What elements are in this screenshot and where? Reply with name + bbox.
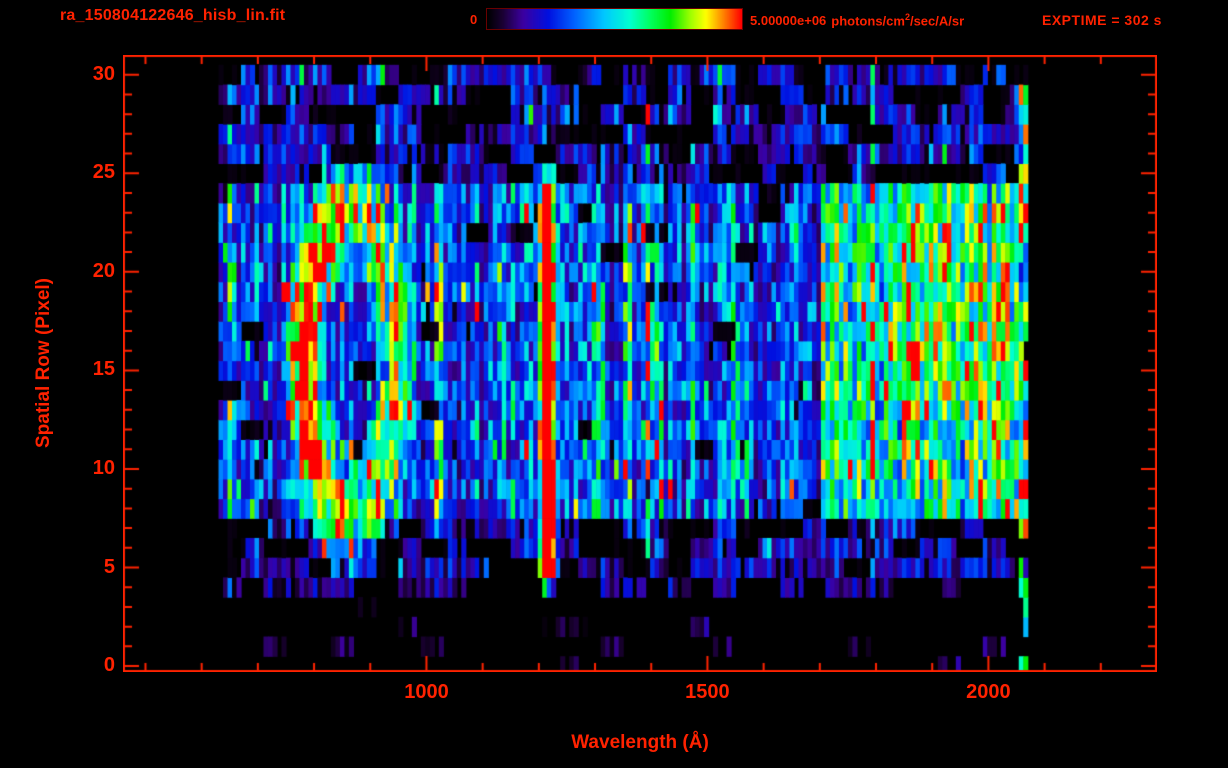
x-axis-label: Wavelength (Å): [571, 732, 709, 753]
x-tick-label: 2000: [966, 681, 1011, 703]
spectrogram-heatmap: [123, 55, 1157, 672]
colorbar-gradient: [486, 8, 743, 30]
colorbar-min-label: 0: [470, 12, 478, 27]
y-tick-label: 0: [103, 654, 115, 677]
y-tick-label: 5: [103, 555, 115, 578]
y-tick-label: 30: [92, 62, 115, 85]
colorbar-unit-post: /sec/A/sr: [909, 13, 965, 29]
colorbar-max-label: 5.00000e+06 photons/cm2/sec/A/sr: [750, 12, 964, 28]
y-tick-label: 25: [92, 161, 115, 184]
x-tick-label: 1000: [404, 681, 449, 703]
filename-title: ra_150804122646_hisb_lin.fit: [60, 7, 286, 24]
y-axis-label: Spatial Row (Pixel): [33, 278, 54, 448]
colorbar-unit-sup: 2: [904, 12, 910, 22]
colorbar-unit-pre: photons/cm: [831, 13, 905, 29]
x-tick-label: 1500: [685, 681, 730, 703]
exptime-label: EXPTIME = 302 s: [1042, 12, 1162, 28]
y-tick-label: 10: [92, 456, 115, 479]
y-tick-label: 15: [92, 358, 115, 381]
colorbar-max-value: 5.00000e+06: [750, 13, 827, 29]
y-tick-label: 20: [92, 259, 115, 282]
